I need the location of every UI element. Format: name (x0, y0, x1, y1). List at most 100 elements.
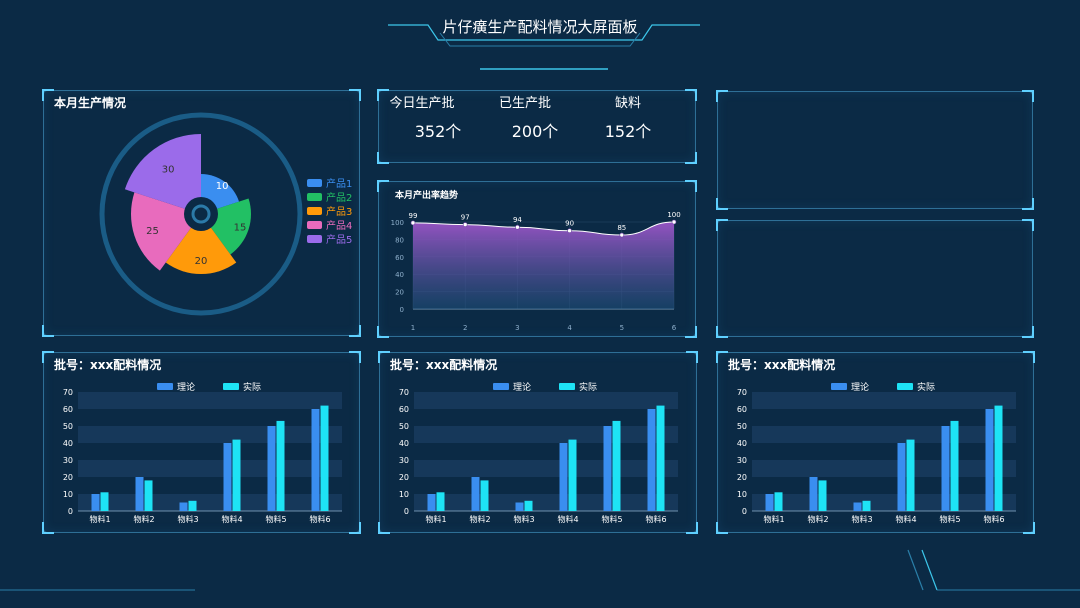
area-x-tick: 2 (463, 324, 467, 332)
pie-slice-label-2: 15 (234, 223, 247, 234)
batch-title-1: 批号：xxx配料情况 (54, 358, 162, 372)
pie-slice-4 (131, 192, 201, 271)
bar-y-tick: 10 (63, 490, 73, 499)
area-data-label-3: 94 (513, 216, 522, 224)
bar-theory-5 (603, 426, 612, 511)
bar-grid-band (752, 426, 1016, 443)
bar-actual-1 (774, 492, 783, 511)
bar-x-tick-5: 物料5 (939, 514, 960, 524)
bar-x-tick-6: 物料6 (309, 514, 330, 524)
bar-legend-label-1: 理论 (513, 381, 531, 393)
bar-y-tick: 50 (399, 422, 409, 431)
bar-y-tick: 0 (404, 507, 409, 516)
pie-legend-swatch-4 (307, 221, 322, 229)
area-x-tick: 1 (411, 324, 415, 332)
bar-actual-3 (188, 500, 197, 511)
pie-legend-swatch-5 (307, 235, 322, 243)
area-line (412, 221, 675, 236)
bar-legend-swatch-2 (559, 383, 575, 390)
bar-theory-2 (135, 477, 144, 511)
area-x-tick: 5 (620, 324, 624, 332)
stat-value-shortage: 152个 (604, 122, 652, 141)
bar-x-tick-4: 物料4 (557, 514, 578, 524)
bar-y-tick: 40 (737, 439, 747, 448)
bar-x-tick-5: 物料5 (601, 514, 622, 524)
bar-theory-5 (941, 426, 950, 511)
bar-actual-4 (906, 439, 915, 511)
bar-grid-band (414, 460, 678, 477)
bar-theory-4 (223, 443, 232, 511)
pie-legend-label-1: 产品1 (326, 177, 352, 190)
bar-y-tick: 20 (399, 473, 409, 482)
bar-y-tick: 70 (63, 388, 73, 397)
bar-y-tick: 10 (737, 490, 747, 499)
bar-actual-6 (994, 405, 1003, 511)
bar-theory-2 (809, 477, 818, 511)
bar-actual-6 (320, 405, 329, 511)
bar-legend-label-2: 实际 (917, 381, 935, 393)
batch-panel-2: 批号：xxx配料情况 0 10 20 30 40 50 60 70 理论 实际 物料1 物料2 物料3 物… (378, 351, 698, 534)
bar-actual-3 (862, 500, 871, 511)
bar-theory-6 (311, 409, 320, 511)
pie-legend-label-2: 产品2 (326, 191, 352, 204)
bar-grid-band (752, 392, 1016, 409)
bar-x-tick-4: 物料4 (221, 514, 242, 524)
bar-theory-1 (765, 494, 774, 511)
area-data-label-1: 99 (409, 212, 418, 220)
bar-x-tick-6: 物料6 (645, 514, 666, 524)
bar-grid-band (78, 460, 342, 477)
bar-y-tick: 30 (399, 456, 409, 465)
monthly-production-panel: 本月生产情况 10 15 20 25 30 产品1 产品2 产品3 产品4 产品5 (42, 89, 361, 337)
area-y-tick: 0 (400, 306, 404, 314)
area-point-5 (619, 232, 625, 238)
bar-theory-4 (559, 443, 568, 511)
bar-y-tick: 50 (63, 422, 73, 431)
monthly-production-title: 本月生产情况 (54, 96, 127, 110)
pie-slice-label-3: 20 (195, 256, 208, 267)
bar-legend-label-1: 理论 (177, 381, 195, 393)
bar-theory-4 (897, 443, 906, 511)
bar-grid-band (752, 460, 1016, 477)
bar-legend-swatch-1 (157, 383, 173, 390)
bar-theory-1 (91, 494, 100, 511)
pie-legend-swatch-1 (307, 179, 322, 187)
area-point-6 (671, 219, 677, 225)
bar-y-tick: 50 (737, 422, 747, 431)
area-y-tick: 100 (391, 219, 404, 227)
pie-slice-label-4: 25 (146, 226, 159, 237)
bar-grid-band (78, 426, 342, 443)
area-x-tick: 3 (515, 324, 519, 332)
bar-x-tick-1: 物料1 (763, 514, 784, 524)
header-frame (388, 24, 700, 70)
bar-y-tick: 20 (63, 473, 73, 482)
bar-actual-5 (276, 420, 285, 511)
pie-legend-label-5: 产品5 (326, 233, 352, 246)
bar-y-tick: 70 (737, 388, 747, 397)
pie-slice-3 (165, 214, 237, 274)
area-point-3 (515, 224, 520, 230)
area-data-label-4: 90 (565, 220, 574, 228)
bar-y-tick: 0 (742, 507, 747, 516)
bar-y-tick: 40 (63, 439, 73, 448)
bar-actual-5 (612, 420, 621, 511)
bar-y-tick: 40 (399, 439, 409, 448)
bar-grid-band (414, 426, 678, 443)
bar-x-tick-1: 物料1 (425, 514, 446, 524)
pie-slice-label-1: 10 (216, 181, 229, 192)
dashboard-title: 片仔癀生产配料情况大屏面板 (442, 18, 638, 36)
batch-panel-3: 批号：xxx配料情况 0 10 20 30 40 50 60 70 理论 实际 物料1 物料2 物料3 物… (716, 351, 1035, 534)
output-rate-chart: 本月产出率趋势 0 20 40 60 80 100 1 2 3 4 5 6 99 97 94 90 85 100 (391, 189, 681, 332)
area-point-1 (410, 220, 416, 226)
bar-y-tick: 30 (63, 456, 73, 465)
bar-y-tick: 70 (399, 388, 409, 397)
bar-x-tick-5: 物料5 (265, 514, 286, 524)
bar-x-tick-4: 物料4 (895, 514, 916, 524)
pie-outer-ring (99, 112, 303, 316)
bar-y-tick: 10 (399, 490, 409, 499)
pie-legend-swatch-2 (307, 193, 322, 201)
area-point-2 (462, 222, 468, 227)
output-rate-panel: 本月产出率趋势 0 20 40 60 80 100 1 2 3 4 5 6 99 97 94 90 85 100 (377, 180, 697, 338)
bar-theory-3 (515, 502, 524, 511)
